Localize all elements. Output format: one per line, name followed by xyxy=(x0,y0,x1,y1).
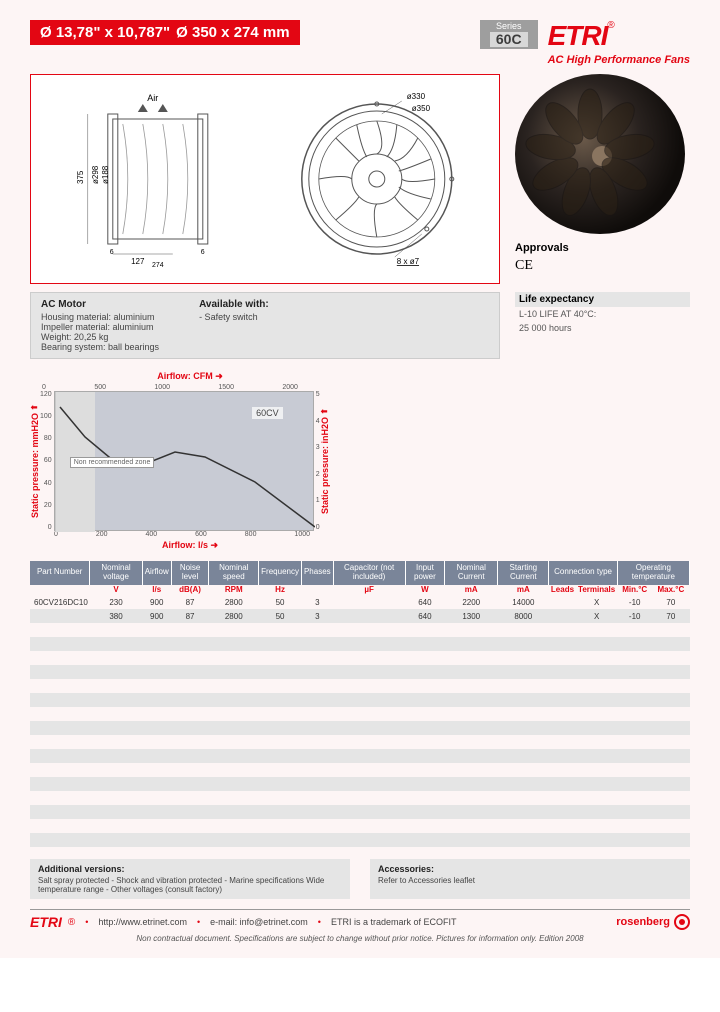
rosenberg-logo: rosenberg xyxy=(616,914,690,930)
svg-text:6: 6 xyxy=(110,249,114,256)
svg-text:6: 6 xyxy=(201,249,205,256)
svg-text:ø350: ø350 xyxy=(412,104,431,113)
table-row xyxy=(30,777,690,791)
table-row xyxy=(30,679,690,693)
table-row xyxy=(30,763,690,777)
dim-metric: Ø 350 x 274 mm xyxy=(176,24,289,41)
disclaimer: Non contractual document. Specifications… xyxy=(30,934,690,943)
series-badge: Series 60C xyxy=(480,20,538,49)
dimension-banner: Ø 13,78" x 10,787" Ø 350 x 274 mm xyxy=(30,20,300,45)
accessories: Accessories: Refer to Accessories leafle… xyxy=(370,859,690,899)
svg-text:Air: Air xyxy=(148,93,159,103)
dim-imperial: Ø 13,78" x 10,787" xyxy=(40,24,170,41)
svg-text:8 x ø7: 8 x ø7 xyxy=(397,257,420,266)
approvals-title: Approvals xyxy=(515,242,690,254)
spec-table: Part Number Nominal voltage Airflow Nois… xyxy=(30,561,690,847)
additional-versions: Additional versions: Salt spray protecte… xyxy=(30,859,350,899)
svg-text:ø188: ø188 xyxy=(101,165,110,184)
table-row xyxy=(30,665,690,679)
ce-mark: CE xyxy=(515,258,690,274)
table-row xyxy=(30,805,690,819)
technical-drawing: Air 375 ø298 ø188 127 274 xyxy=(30,74,500,284)
table-row: 38090087280050364013008000X-1070 xyxy=(30,609,690,623)
table-row xyxy=(30,623,690,637)
product-photo xyxy=(515,74,685,234)
table-row xyxy=(30,791,690,805)
life-expectancy: Life expectancy L-10 LIFE AT 40°C: 25 00… xyxy=(515,292,690,335)
table-row xyxy=(30,637,690,651)
svg-text:127: 127 xyxy=(131,257,145,266)
svg-text:ø330: ø330 xyxy=(407,92,426,101)
brand-logo: ETRI® AC High Performance Fans xyxy=(548,20,690,66)
table-row xyxy=(30,721,690,735)
table-row xyxy=(30,651,690,665)
table-row xyxy=(30,833,690,847)
motor-spec-box: AC Motor Housing material: aluminium Imp… xyxy=(30,292,500,359)
svg-text:375: 375 xyxy=(76,170,85,184)
table-row xyxy=(30,749,690,763)
table-row: 60CV216DC10230900872800503640220014000X-… xyxy=(30,595,690,609)
svg-text:ø298: ø298 xyxy=(91,165,100,184)
footer: ETRI® •http://www.etrinet.com •e-mail: i… xyxy=(30,909,690,930)
table-row xyxy=(30,707,690,721)
table-row xyxy=(30,819,690,833)
performance-chart: Airflow: CFM Static pressure: mmH2O 0500… xyxy=(30,371,350,551)
svg-text:274: 274 xyxy=(152,262,164,269)
table-row xyxy=(30,693,690,707)
table-row xyxy=(30,735,690,749)
